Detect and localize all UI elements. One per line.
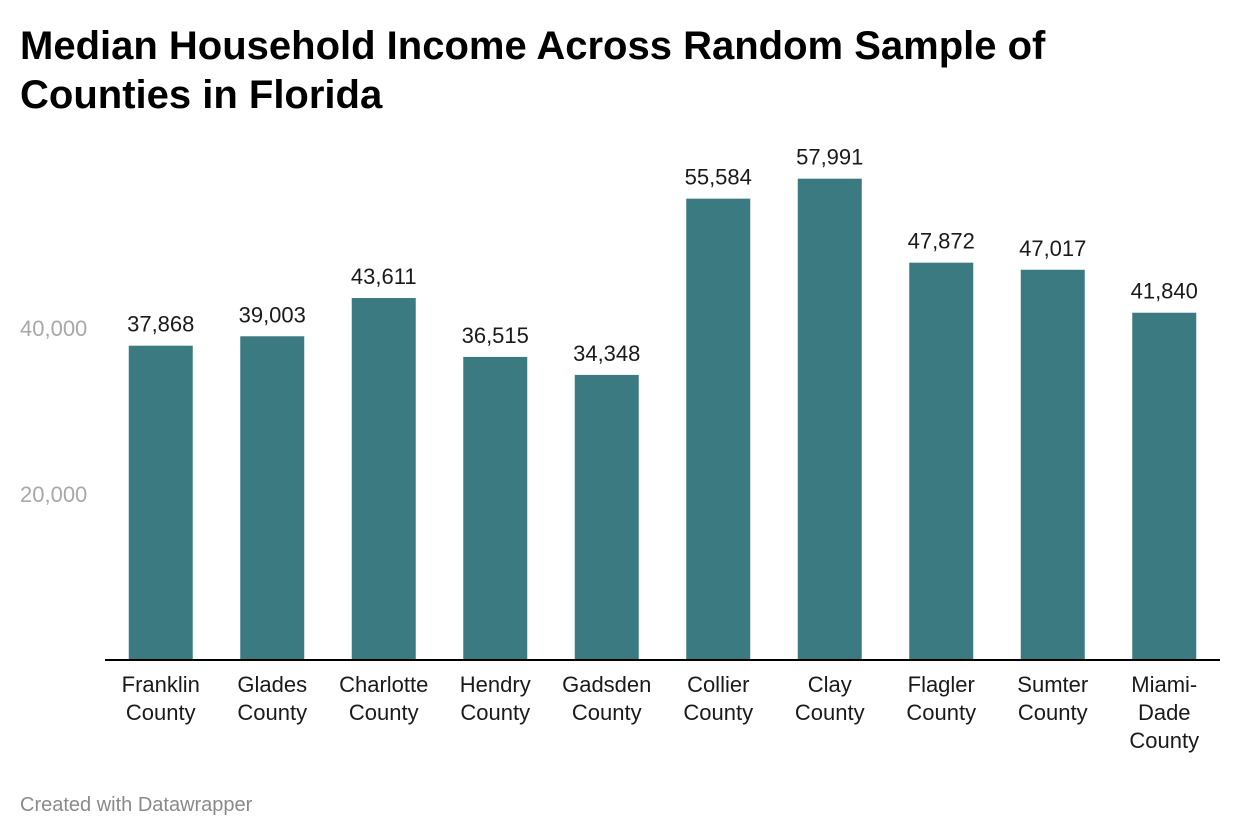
x-tick-label: Flagler County	[906, 672, 976, 725]
x-tick-label: Hendry County	[460, 672, 531, 725]
bar	[240, 336, 305, 660]
bar	[797, 178, 862, 661]
value-label: 37,868	[127, 312, 194, 337]
value-label: 41,840	[1131, 279, 1198, 304]
x-tick-label: Franklin County	[122, 672, 200, 725]
value-label: 55,584	[685, 165, 752, 190]
value-label: 47,872	[908, 229, 975, 254]
x-tick-label: Glades County	[237, 672, 307, 725]
value-label: 47,017	[1019, 236, 1086, 261]
x-tick-label: Gadsden County	[562, 672, 651, 725]
bar	[463, 356, 528, 660]
value-label: 39,003	[239, 302, 306, 327]
footer-credit: Created with Datawrapper	[20, 794, 253, 816]
bar	[1020, 269, 1085, 660]
value-label: 36,515	[462, 323, 529, 348]
bars	[128, 178, 1197, 661]
y-axis-ticks: 20,000 40,000	[20, 316, 87, 507]
bar	[1132, 312, 1197, 660]
x-tick-label: Clay County	[795, 672, 865, 725]
x-tick-label: Collier County	[683, 672, 753, 725]
bar	[128, 345, 193, 660]
bar	[574, 374, 639, 660]
value-labels: 37,868 39,003 43,611 36,515 34,348 55,584 57,9…	[127, 145, 1198, 366]
bar	[909, 262, 974, 660]
bar	[351, 298, 416, 660]
x-tick-label: Miami-Dade County	[1129, 672, 1199, 753]
value-label: 43,611	[351, 264, 417, 289]
value-label: 34,348	[573, 341, 640, 366]
x-tick-label: Sumter County	[1017, 672, 1088, 725]
chart-title: Median Household Income Across Random Sa…	[20, 24, 1046, 117]
bar	[686, 198, 751, 660]
y-tick-label: 20,000	[20, 482, 87, 507]
y-tick-label: 40,000	[20, 316, 87, 341]
x-axis-labels: Franklin County Glades County Charlotte Count…	[122, 672, 1199, 753]
value-label: 57,991	[796, 145, 863, 170]
x-tick-label: Charlotte County	[339, 672, 428, 725]
